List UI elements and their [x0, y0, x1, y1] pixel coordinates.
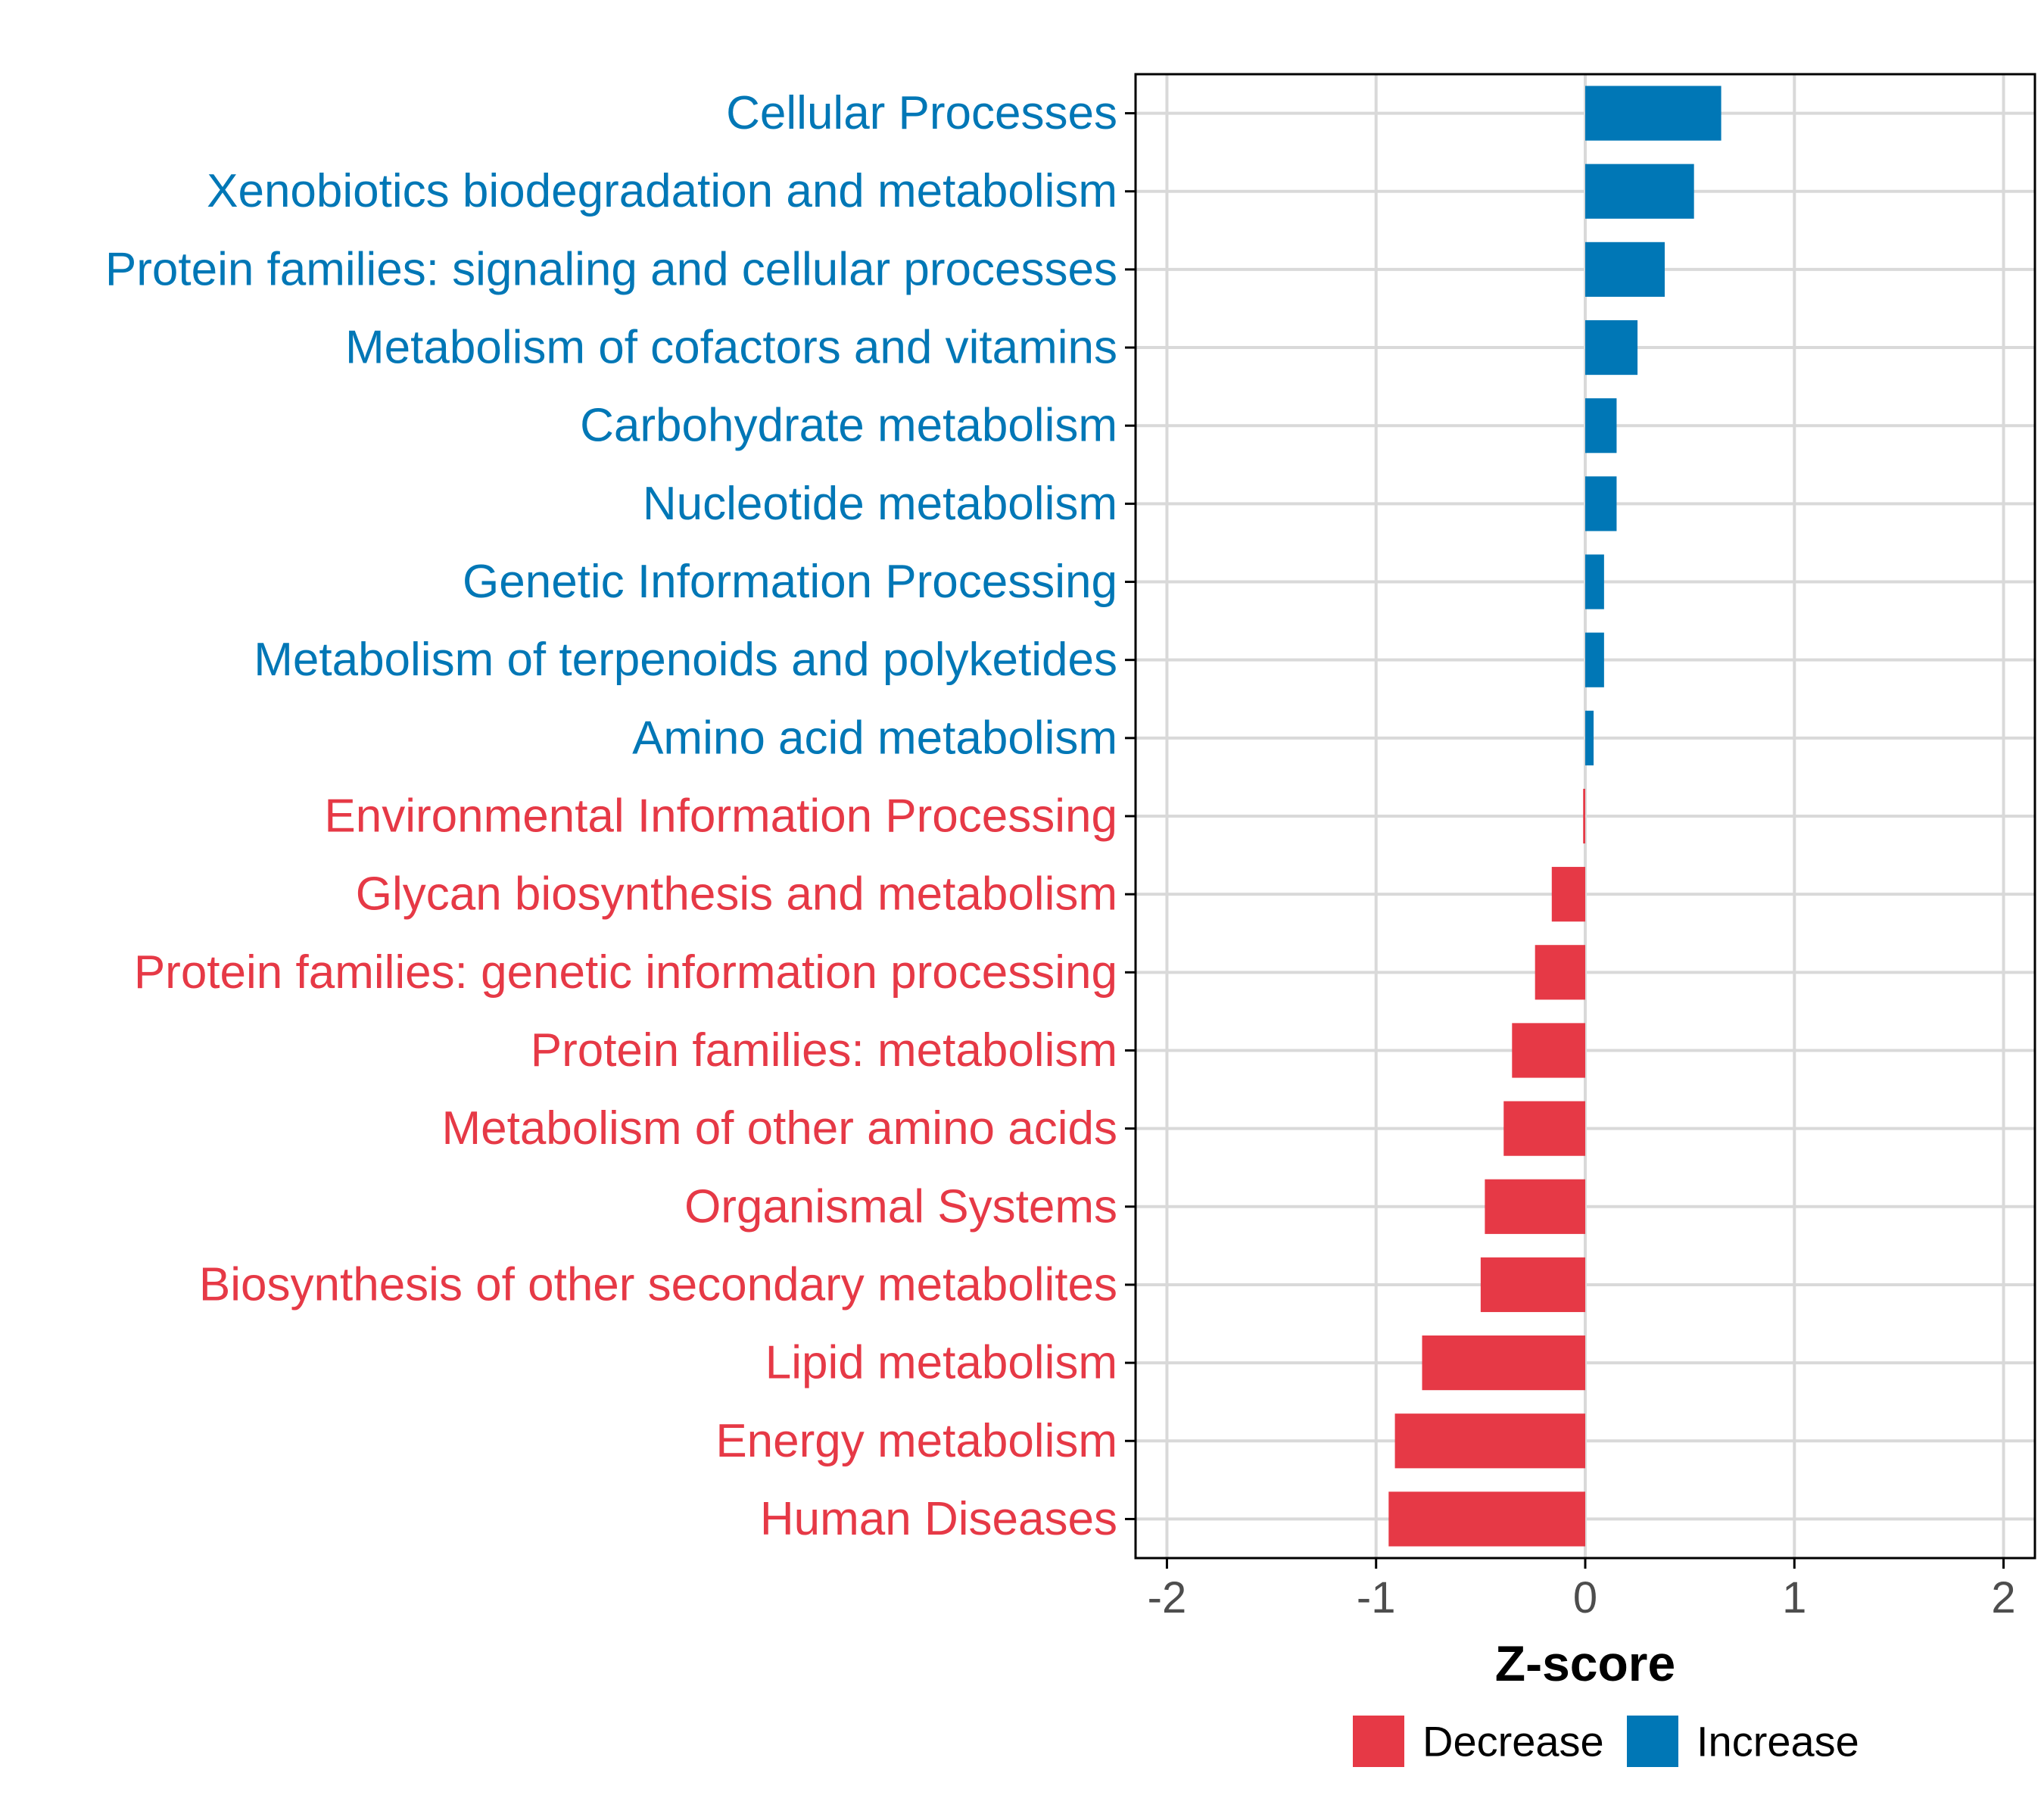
x-tick-label: -2 [1148, 1573, 1187, 1622]
x-tick-label: 1 [1782, 1573, 1806, 1622]
category-label: Human Diseases [760, 1493, 1117, 1545]
category-label: Xenobiotics biodegradation and metabolis… [207, 165, 1117, 217]
x-axis-ticks: -2 -1 0 1 2 [1148, 1558, 2016, 1622]
bar [1551, 867, 1585, 922]
category-label: Nucleotide metabolism [643, 478, 1117, 530]
bar [1388, 1491, 1585, 1547]
bar [1583, 788, 1585, 844]
bar [1535, 945, 1585, 1000]
category-label: Glycan biosynthesis and metabolism [356, 868, 1117, 921]
bar [1422, 1335, 1585, 1391]
bar [1485, 1179, 1585, 1234]
x-tick-label: 2 [1991, 1573, 2015, 1622]
category-label: Biosynthesis of other secondary metaboli… [199, 1258, 1117, 1311]
bar [1480, 1257, 1585, 1313]
category-label: Metabolism of cofactors and vitamins [345, 322, 1117, 374]
bar [1503, 1101, 1585, 1156]
bar [1585, 632, 1604, 687]
bar [1585, 710, 1594, 765]
category-label: Protein families: genetic information pr… [134, 946, 1117, 999]
bar [1585, 476, 1617, 531]
bar [1394, 1413, 1585, 1469]
legend: Decrease Increase [1353, 1716, 1859, 1767]
bar [1585, 319, 1638, 376]
category-label: Metabolism of terpenoids and polyketides [254, 634, 1117, 686]
legend-label: Decrease [1422, 1718, 1604, 1766]
bar [1585, 242, 1665, 297]
category-label: Protein families: signaling and cellular… [105, 243, 1117, 295]
category-label: Cellular Processes [726, 87, 1117, 139]
legend-label: Increase [1697, 1718, 1859, 1766]
legend-swatch [1627, 1716, 1678, 1767]
bar [1585, 86, 1722, 141]
bar [1585, 398, 1617, 453]
category-label: Carbohydrate metabolism [580, 400, 1117, 452]
y-axis-ticks: Cellular Processes Xenobiotics biodegrada… [105, 87, 1136, 1545]
category-label: Metabolism of other amino acids [441, 1102, 1117, 1155]
bar [1512, 1023, 1585, 1078]
category-label: Protein families: metabolism [531, 1024, 1117, 1077]
bar [1585, 554, 1604, 609]
x-tick-label: 0 [1573, 1573, 1597, 1622]
category-label: Organismal Systems [684, 1180, 1117, 1233]
legend-swatch [1353, 1716, 1404, 1767]
category-label: Amino acid metabolism [632, 712, 1117, 764]
category-label: Lipid metabolism [765, 1337, 1117, 1389]
bar-layer [1388, 86, 1722, 1547]
category-label: Energy metabolism [715, 1415, 1117, 1467]
x-axis-title: Z-score [1495, 1635, 1675, 1691]
x-tick-label: -1 [1357, 1573, 1396, 1622]
bar [1585, 164, 1694, 219]
category-label: Environmental Information Processing [324, 790, 1117, 843]
category-label: Genetic Information Processing [463, 556, 1117, 608]
